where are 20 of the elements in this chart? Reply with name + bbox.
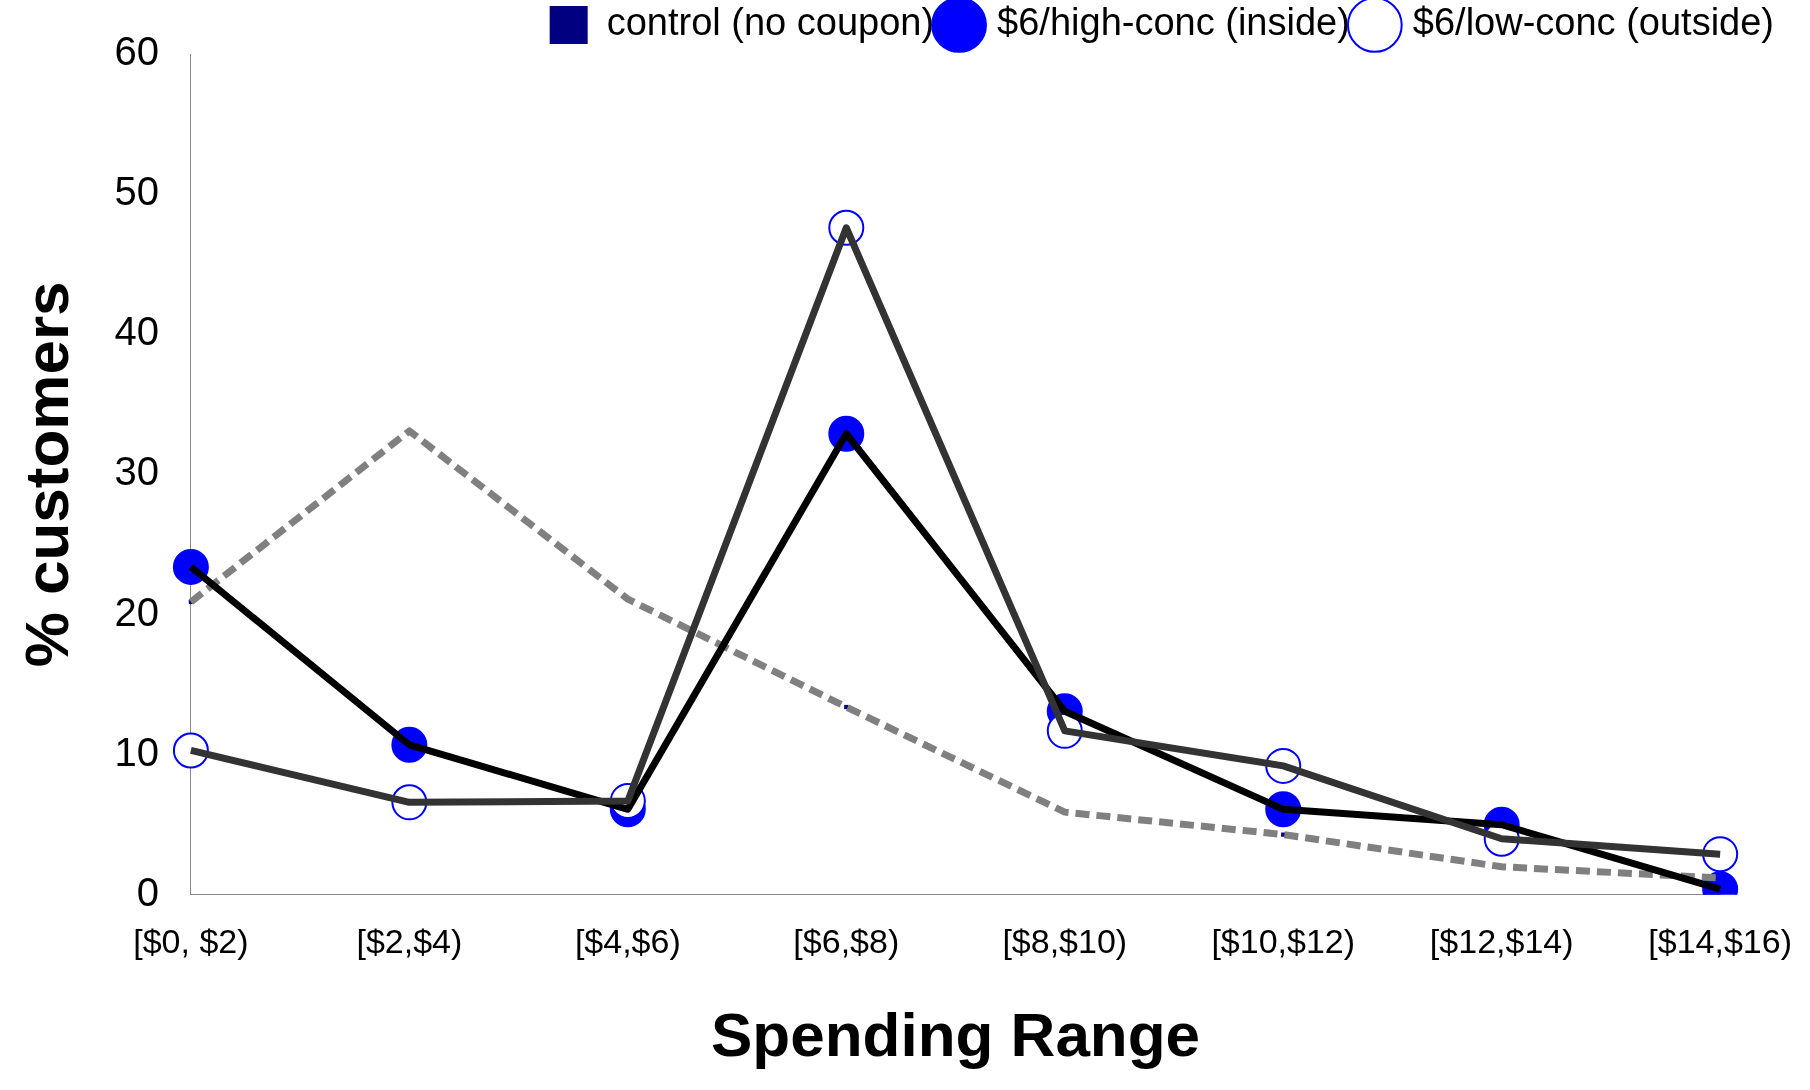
legend-label: $6/high-conc (inside) — [997, 1, 1350, 44]
legend-label: control (no coupon) — [606, 1, 935, 44]
x-tick-label: [$4,$6) — [574, 921, 681, 960]
y-tick-label: 30 — [114, 449, 159, 494]
y-tick-label: 60 — [114, 29, 159, 74]
legend-label: $6/low-conc (outside) — [1412, 1, 1774, 44]
y-tick-label: 0 — [136, 869, 159, 914]
y-tick-label: 10 — [114, 729, 159, 774]
y-tick-label: 40 — [114, 309, 159, 354]
y-tick-label: 50 — [114, 169, 159, 214]
y-axis-title: % customers — [12, 281, 82, 668]
x-tick-label: [$6,$8) — [793, 921, 900, 960]
x-tick-label: [$10,$12) — [1211, 921, 1356, 960]
x-tick-label: [$14,$16) — [1648, 921, 1792, 960]
y-tick-label: 20 — [114, 589, 159, 634]
x-tick-label: [$12,$14) — [1429, 921, 1574, 960]
x-tick-label: [$2,$4) — [356, 921, 463, 960]
x-axis-title: Spending Range — [710, 999, 1201, 1069]
x-tick-label: [$8,$10) — [1002, 921, 1128, 960]
x-tick-label: [$0, $2) — [133, 921, 249, 960]
